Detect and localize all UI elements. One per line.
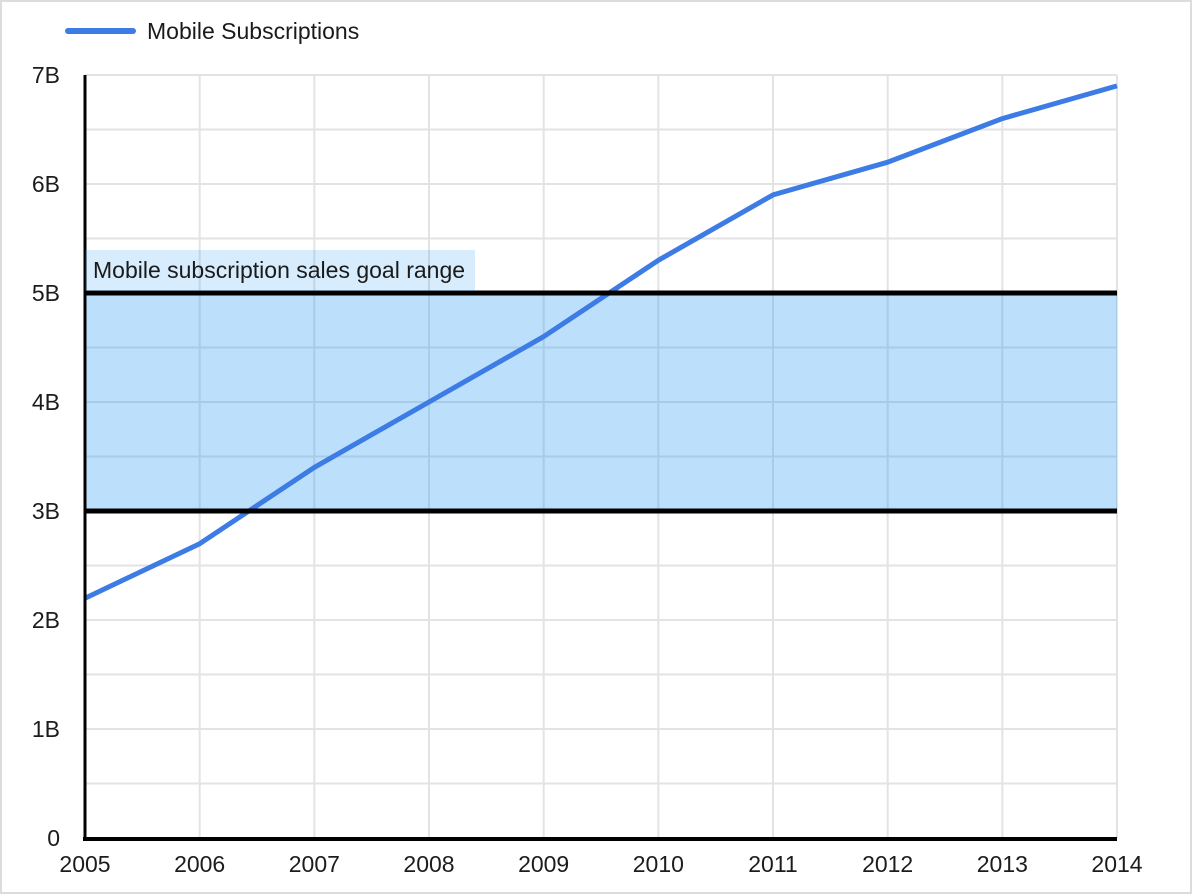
x-axis-label: 2010 [632, 851, 684, 877]
goal-range-annotation: Mobile subscription sales goal range [85, 250, 476, 291]
y-axis-label: 0 [47, 825, 60, 851]
x-axis-label: 2009 [518, 851, 570, 877]
x-axis-label: 2008 [403, 851, 455, 877]
y-axis-label: 2B [31, 607, 60, 633]
legend-line-swatch [65, 28, 136, 34]
x-axis-label: 2007 [288, 851, 340, 877]
series-line-mobile-subscriptions [83, 83, 1118, 601]
x-axis-label: 2006 [174, 851, 226, 877]
legend: Mobile Subscriptions [65, 15, 359, 47]
x-axis-label: 2014 [1091, 851, 1143, 877]
x-axis-label: 2011 [748, 851, 798, 877]
x-axis-label: 2005 [59, 851, 111, 877]
y-axis-label: 5B [31, 280, 60, 306]
y-axis-label: 1B [31, 716, 60, 742]
y-axis-label: 4B [31, 389, 60, 415]
y-axis-label: 6B [31, 171, 60, 197]
x-axis-label: 2013 [976, 851, 1028, 877]
y-axis-label: 7B [31, 62, 60, 88]
legend-label: Mobile Subscriptions [147, 17, 360, 44]
y-axis-label: 3B [31, 498, 60, 524]
x-axis-label: 2012 [862, 851, 914, 877]
goal-range-band [85, 293, 1117, 511]
